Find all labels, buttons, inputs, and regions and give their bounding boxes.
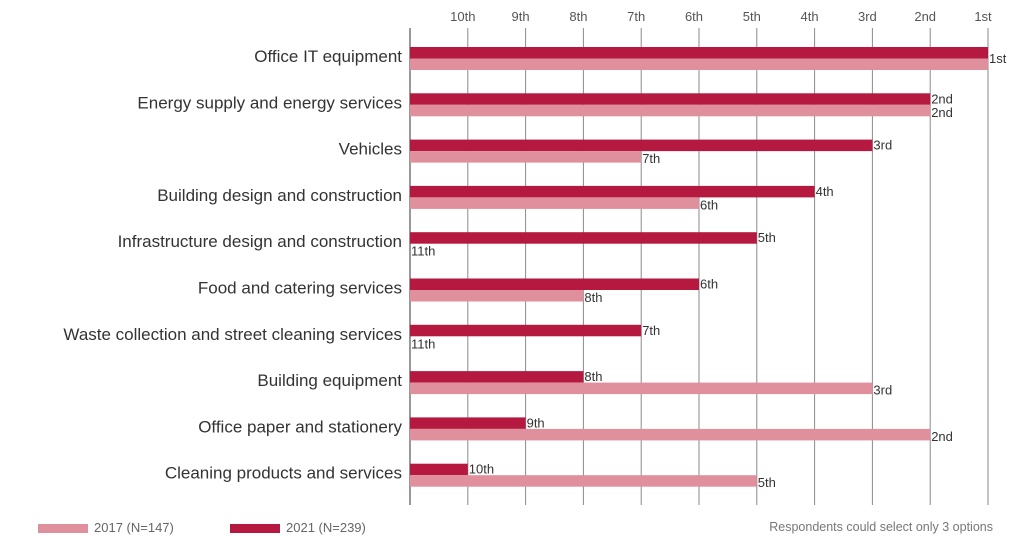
tick-label-5th: 5th bbox=[743, 9, 761, 24]
bar-layer bbox=[410, 47, 988, 487]
bar-2021-building-design-and-construction bbox=[410, 185, 815, 198]
value-label-2021-building-equipment: 8th bbox=[584, 369, 602, 384]
bar-2021-energy-supply-and-energy-services bbox=[410, 93, 931, 105]
bar-2021-waste-collection-and-street-cleaning-services bbox=[410, 324, 642, 337]
category-label-building-design-and-construction: Building design and construction bbox=[157, 186, 402, 205]
tick-label-10th: 10th bbox=[450, 9, 475, 24]
category-label-food-and-catering-services: Food and catering services bbox=[198, 279, 402, 298]
bar-2021-food-and-catering-services bbox=[410, 278, 699, 290]
category-label-office-paper-and-stationery: Office paper and stationery bbox=[198, 417, 402, 436]
category-label-office-it-equipment: Office IT equipment bbox=[254, 47, 402, 66]
value-label-2017-food-and-catering-services: 8th bbox=[584, 290, 602, 305]
legend-swatch-2017 bbox=[38, 524, 88, 534]
legend-item-2021: 2021 (N=239) bbox=[230, 520, 366, 535]
tick-label-1st: 1st bbox=[974, 9, 992, 24]
legend-label-2017: 2017 (N=147) bbox=[94, 520, 174, 535]
bar-2017-building-equipment bbox=[410, 382, 873, 395]
value-label-2021-food-and-catering-services: 6th bbox=[700, 277, 718, 292]
bar-2017-office-paper-and-stationery bbox=[410, 428, 931, 441]
tick-label-7th: 7th bbox=[627, 9, 645, 24]
value-label-2017-infrastructure-design-and-construction: 11th bbox=[411, 244, 435, 259]
value-label-2017-building-equipment: 3rd bbox=[873, 383, 892, 398]
bar-2017-office-it-equipment bbox=[410, 58, 988, 70]
bar-2021-cleaning-products-and-services bbox=[410, 463, 468, 476]
bar-2017-cleaning-products-and-services bbox=[410, 475, 757, 487]
tick-label-6th: 6th bbox=[685, 9, 703, 24]
tick-label-9th: 9th bbox=[512, 9, 530, 24]
tick-label-4th: 4th bbox=[801, 9, 819, 24]
value-label-2021-energy-supply-and-energy-services: 2nd bbox=[931, 91, 953, 106]
tick-label-3rd: 3rd bbox=[858, 9, 877, 24]
legend-swatch-2021 bbox=[230, 524, 280, 534]
value-label-2021-cleaning-products-and-services: 10th bbox=[469, 462, 494, 477]
value-label-2021-vehicles: 3rd bbox=[873, 138, 892, 153]
category-label-vehicles: Vehicles bbox=[339, 140, 402, 159]
bar-2021-building-equipment bbox=[410, 371, 584, 383]
bar-2017-food-and-catering-services bbox=[410, 290, 584, 302]
value-label-2017-office-paper-and-stationery: 2nd bbox=[931, 429, 953, 444]
footnote: Respondents could select only 3 options bbox=[769, 520, 993, 534]
value-label-2017-waste-collection-and-street-cleaning-services: 11th bbox=[411, 336, 435, 351]
legend-item-2017: 2017 (N=147) bbox=[38, 520, 174, 535]
value-label-2017-energy-supply-and-energy-services: 2nd bbox=[931, 105, 953, 120]
category-label-building-equipment: Building equipment bbox=[257, 371, 402, 390]
bar-2021-office-it-equipment bbox=[410, 47, 988, 59]
value-label-2017-vehicles: 7th bbox=[642, 151, 660, 166]
value-label-2017-building-design-and-construction: 6th bbox=[700, 197, 718, 212]
bar-2021-infrastructure-design-and-construction bbox=[410, 232, 757, 244]
value-label-2021-office-paper-and-stationery: 9th bbox=[527, 415, 545, 430]
value-label-2021-waste-collection-and-street-cleaning-services: 7th bbox=[642, 323, 660, 338]
category-label-energy-supply-and-energy-services: Energy supply and energy services bbox=[137, 93, 402, 112]
category-label-waste-collection-and-street-cleaning-services: Waste collection and street cleaning ser… bbox=[63, 325, 402, 344]
bar-2021-vehicles bbox=[410, 139, 873, 152]
bar-2021-office-paper-and-stationery bbox=[410, 417, 526, 429]
tick-label-2nd: 2nd bbox=[914, 9, 936, 24]
legend-label-2021: 2021 (N=239) bbox=[286, 520, 366, 535]
bar-2017-building-design-and-construction bbox=[410, 197, 699, 209]
value-label-2021-infrastructure-design-and-construction: 5th bbox=[758, 230, 776, 245]
value-label-2021-office-it-equipment: 1st bbox=[989, 51, 1007, 66]
value-label-2017-cleaning-products-and-services: 5th bbox=[758, 475, 776, 490]
bar-2017-energy-supply-and-energy-services bbox=[410, 104, 931, 117]
bar-2017-vehicles bbox=[410, 151, 642, 163]
category-label-infrastructure-design-and-construction: Infrastructure design and construction bbox=[118, 232, 402, 251]
category-label-cleaning-products-and-services: Cleaning products and services bbox=[165, 464, 402, 483]
value-label-2021-building-design-and-construction: 4th bbox=[816, 184, 834, 199]
tick-label-8th: 8th bbox=[569, 9, 587, 24]
label-layer: 10th 9th 8th 7th 6th 5th 4th 3rd 2nd 1st Office IT… bbox=[63, 9, 1006, 490]
